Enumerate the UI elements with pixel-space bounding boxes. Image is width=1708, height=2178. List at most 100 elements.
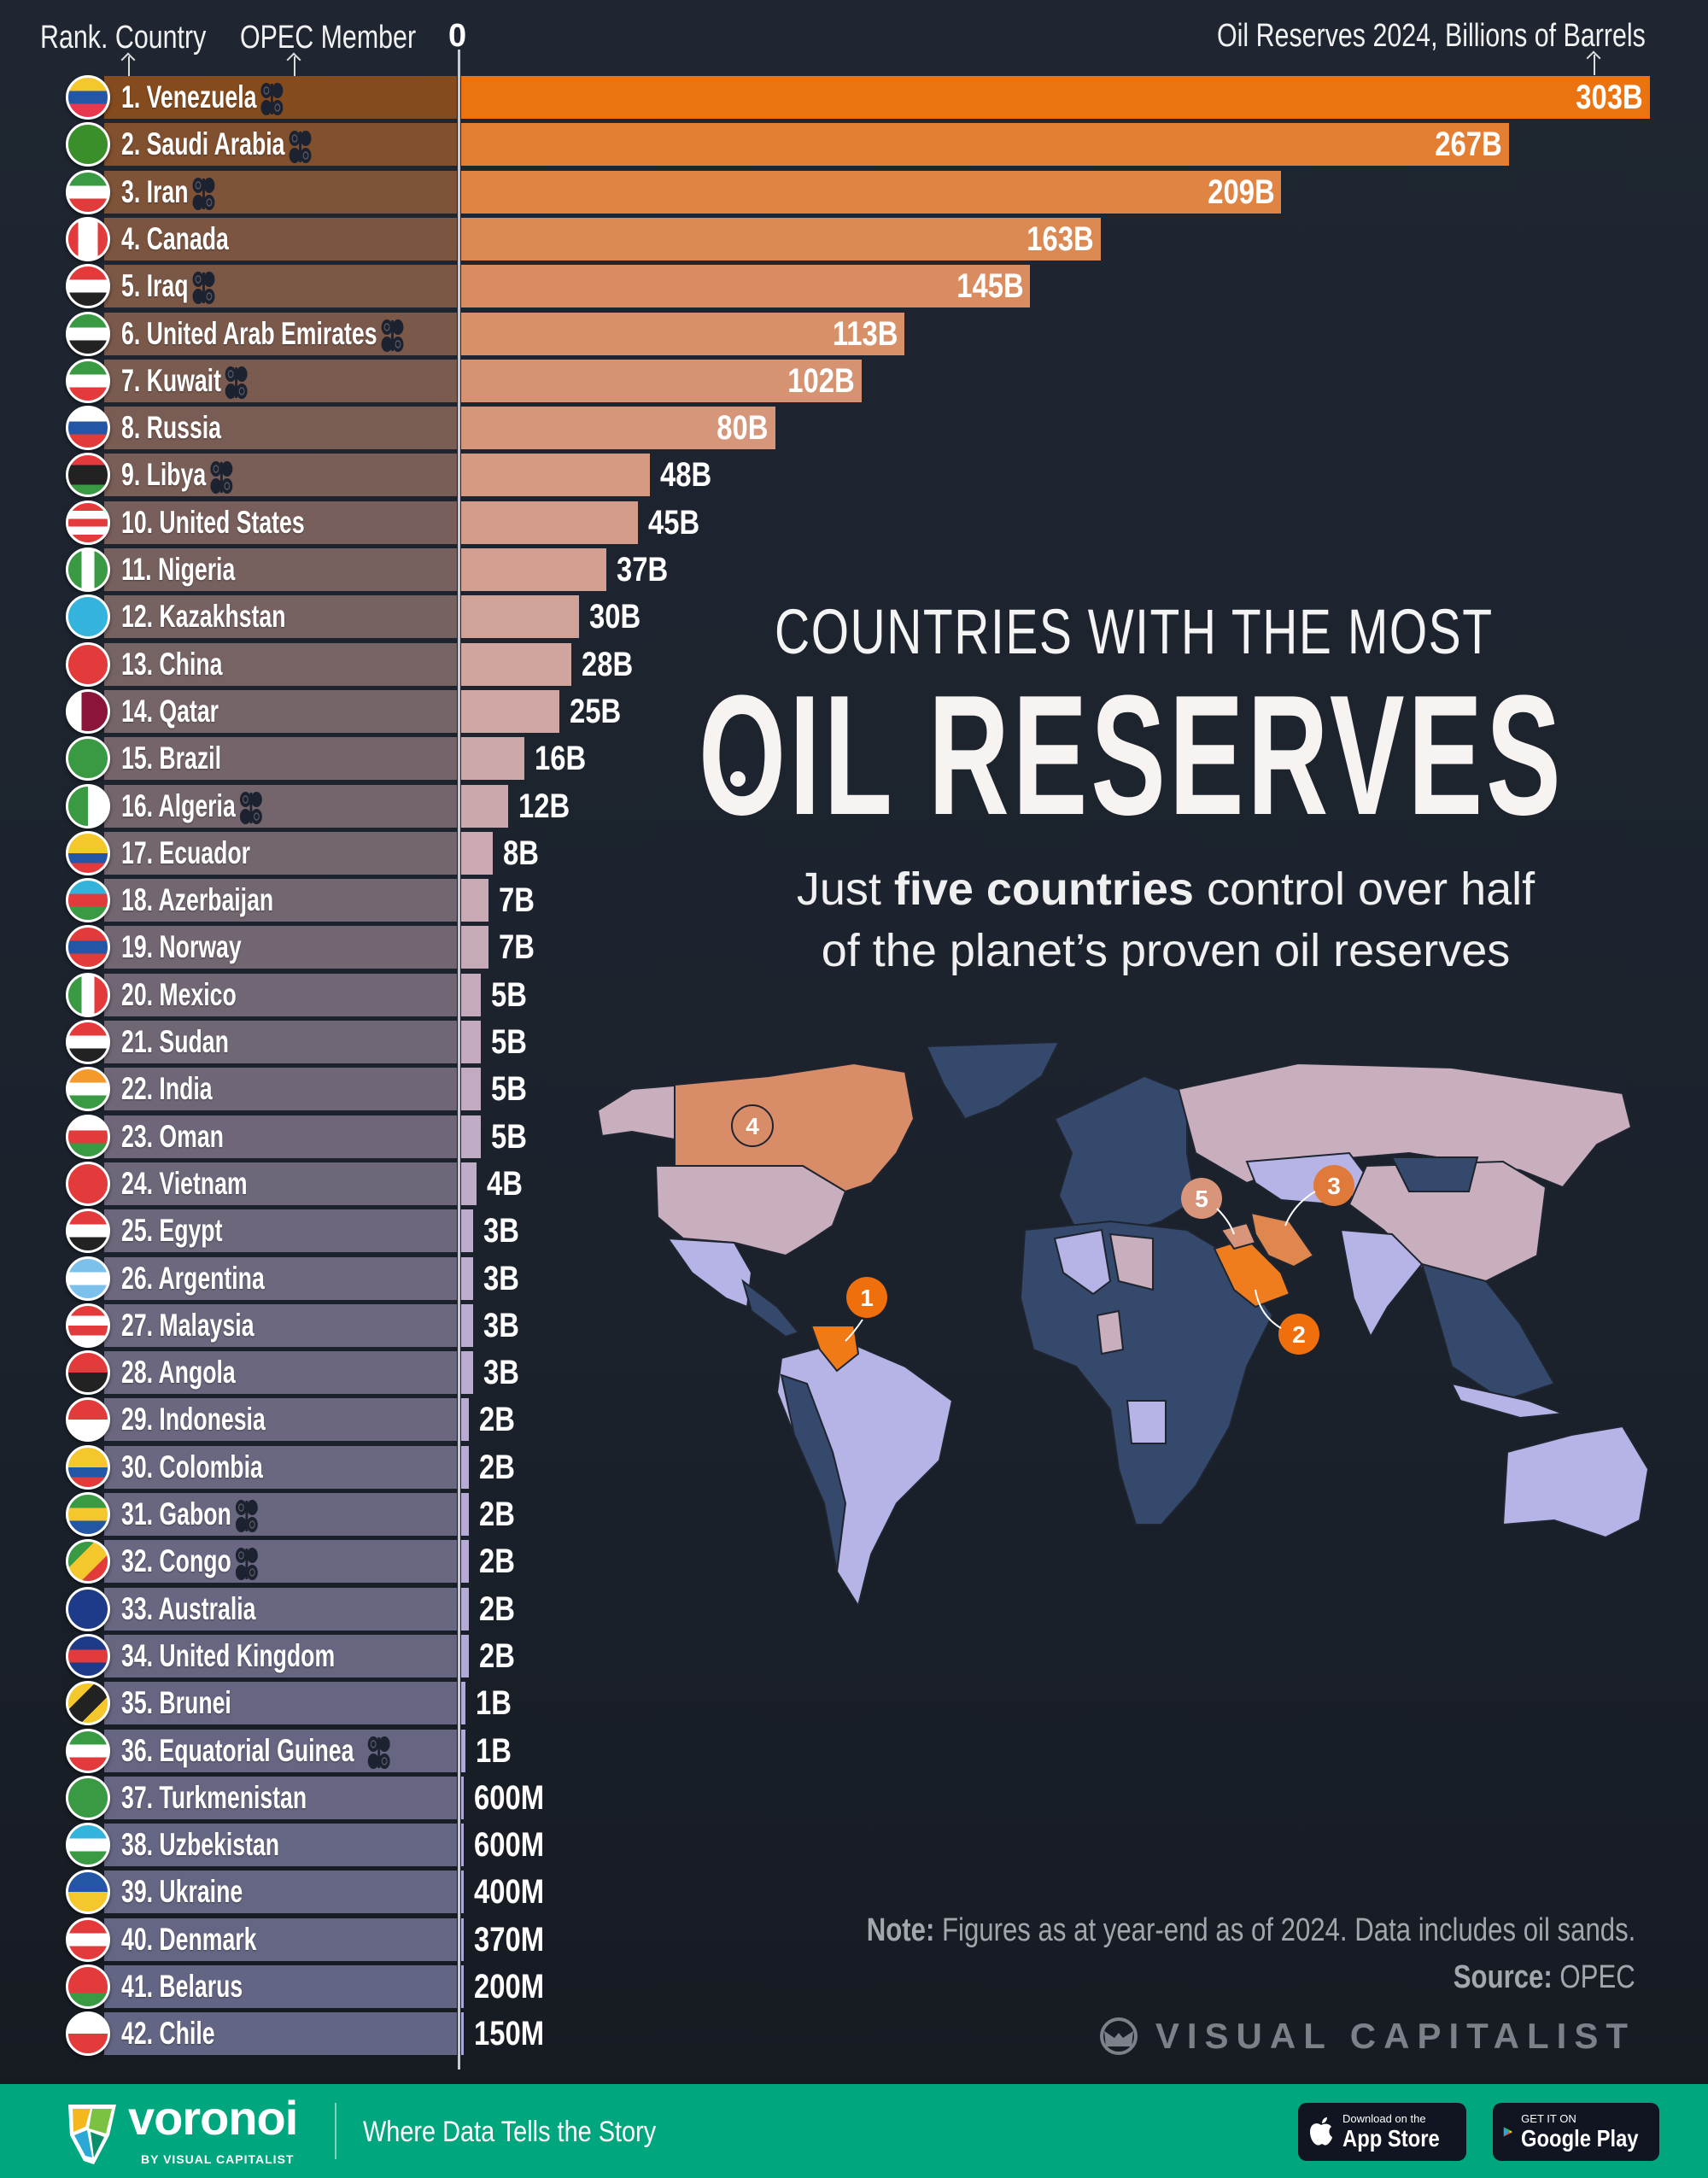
app-store-button[interactable]: Download on the App Store [1298,2103,1466,2161]
country-name: 7. Kuwait [121,362,221,398]
flag-icon [66,1114,110,1159]
voronoi-wordmark[interactable]: voronoi [128,2091,298,2145]
map-mexico [665,1237,753,1309]
country-name: 38. Uzbekistan [121,1827,280,1863]
flag-icon [66,311,110,356]
country-name: 31. Gabon [121,1496,231,1531]
value-label: 2B [479,1401,516,1439]
country-name: 42. Chile [121,2016,215,2052]
row-label-band [104,1398,457,1442]
row-label-band [104,1068,457,1111]
value-label: 8B [502,834,539,872]
value-label: 2B [479,1496,516,1533]
marker-1: 1 [845,1277,887,1342]
country-name: 29. Indonesia [121,1402,266,1437]
bar [461,595,579,639]
value-label: 1B [475,1731,512,1770]
country-name: 12. Kazakhstan [121,599,286,635]
subtitle-text: control over half [1193,864,1535,915]
bar-row: 38. Uzbekistan 600M [0,1823,1708,1868]
bar-row: 35. Brunei 1B [0,1681,1708,1726]
row-label-band [104,1209,457,1253]
value-label: 30B [588,598,640,636]
flag-icon [66,2011,110,2057]
value-label: 45B [647,503,699,542]
map-australia [1501,1425,1650,1539]
opec-member-arrow-icon [294,56,295,79]
country-name: 37. Turkmenistan [121,1779,307,1815]
flag-icon [66,1444,110,1490]
bar [461,1682,465,1725]
flag-icon [66,688,110,734]
zero-axis-line [458,50,460,2070]
value-label: 48B [659,456,711,495]
flag-icon [66,75,110,120]
opec-logo-icon [235,1547,258,1581]
bar [461,737,524,781]
country-name: 8. Russia [121,410,221,446]
value-label: 5B [490,975,527,1014]
opec-logo-icon [210,460,233,495]
country-label: 39. Ukraine [121,1871,243,1913]
bar-row: 32. Congo 2B [0,1539,1708,1584]
row-label-band [104,1871,457,1914]
country-label: 20. Mexico [121,974,237,1016]
marker-4-label: 4 [746,1113,759,1139]
flag-icon [66,1917,110,1962]
value-label: 2B [479,1448,516,1486]
note: Note: Figures as at year-end as of 2024.… [866,1912,1635,1949]
bar [461,1351,473,1395]
voronoi-byline: BY VISUAL CAPITALIST [141,2152,295,2166]
flag-icon [66,1775,110,1820]
bar-row: 19. Norway 7B [0,925,1708,970]
flag-icon [66,878,110,923]
country-name: 28. Angola [121,1355,236,1391]
value-label: 267B [1435,126,1502,164]
value-label: 3B [483,1354,519,1392]
bar-row: 27. Malaysia 3B [0,1303,1708,1348]
country-name: 22. India [121,1071,213,1107]
row-label-band [104,642,457,686]
bar [461,2012,464,2056]
bar-row: 30. Colombia 2B [0,1444,1708,1490]
country-name: 40. Denmark [121,1921,257,1957]
country-label: 27. Malaysia [121,1304,254,1347]
country-label: 42. Chile [121,2012,215,2055]
row-label-band [104,123,457,167]
google-play-button[interactable]: GET IT ON Google Play [1493,2103,1659,2161]
row-label-band [104,501,457,544]
country-label: 15. Brazil [121,737,221,780]
bar-row: 16. Algeria 12B [0,783,1708,828]
country-name: 15. Brazil [121,741,221,776]
country-label: 13. China [121,643,222,686]
flag-icon [66,216,110,261]
map-indonesia [1450,1382,1564,1420]
bar-row: 20. Mexico 5B [0,972,1708,1017]
flag-icon [66,1823,110,1868]
opec-logo-icon [192,271,215,305]
row-label-band [104,1634,457,1677]
bar [461,1398,470,1442]
bar [461,123,1509,167]
value-label: 150M [474,2015,545,2053]
bar [461,1729,465,1772]
country-label: 29. Indonesia [121,1398,266,1441]
marker-2-label: 2 [1292,1321,1306,1348]
country-name: 19. Norway [121,929,242,965]
bar [461,1917,464,1961]
map-andes [780,1373,847,1572]
value-label: 7B [499,928,535,967]
bar-row: 5. Iraq 145B [0,264,1708,309]
value-label: 600M [474,1778,545,1817]
source-label: Source: [1454,1959,1553,1995]
map-central-america [741,1279,800,1338]
bar [461,1587,470,1631]
row-label-band [104,1917,457,1961]
value-axis-header: Oil Reserves 2024, Billions of Barrels [1217,18,1646,54]
row-label-band [104,1493,457,1536]
row-label-band [104,1824,457,1867]
value-label: 25B [569,692,622,730]
row-label-band [104,926,457,969]
bar [461,407,775,450]
value-label: 102B [787,361,855,400]
